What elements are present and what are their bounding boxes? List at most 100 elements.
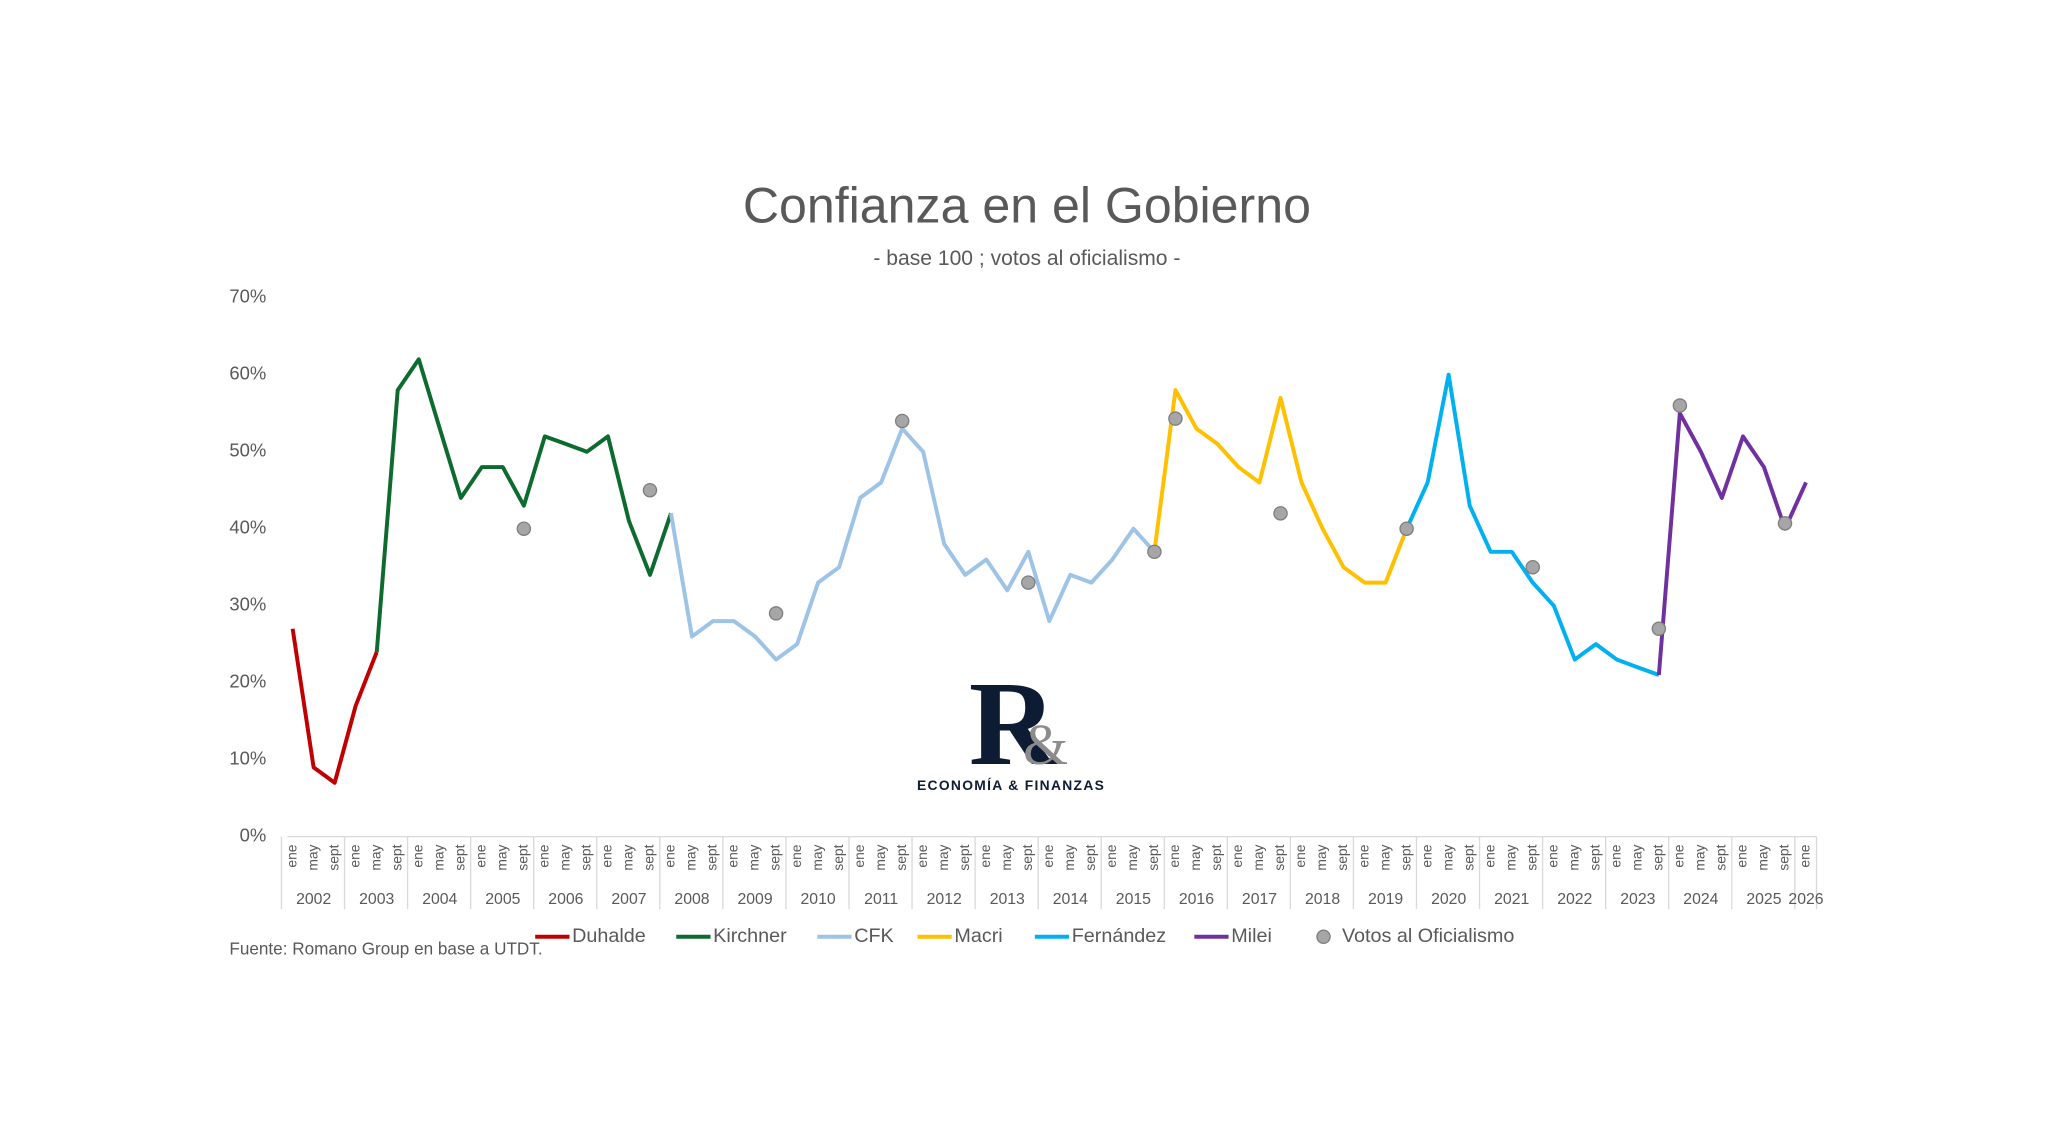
x-tick-label: sept xyxy=(388,844,404,870)
x-tick-label: may xyxy=(746,844,762,870)
x-tick-label: may xyxy=(1187,844,1203,870)
y-tick-label: 50% xyxy=(229,440,266,461)
x-tick-label: sept xyxy=(767,844,783,870)
x-tick-label: may xyxy=(872,844,888,870)
x-tick-label: sept xyxy=(1650,844,1666,870)
x-tick-label: may xyxy=(1061,844,1077,870)
year-label: 2015 xyxy=(1116,891,1151,908)
x-tick-label: ene xyxy=(977,844,993,867)
x-tick-label: sept xyxy=(893,844,909,870)
x-tick-label: sept xyxy=(325,844,341,870)
year-label: 2020 xyxy=(1431,891,1466,908)
x-tick-label: may xyxy=(809,844,825,870)
x-tick-label: ene xyxy=(1481,844,1497,867)
x-tick-label: sept xyxy=(451,844,467,870)
year-label: 2024 xyxy=(1683,891,1718,908)
year-label: 2026 xyxy=(1788,891,1823,908)
year-label: 2021 xyxy=(1494,891,1529,908)
x-tick-label: may xyxy=(1565,844,1581,870)
x-tick-label: ene xyxy=(1797,844,1813,867)
x-tick-label: ene xyxy=(914,844,930,867)
x-tick-label: may xyxy=(935,844,951,870)
year-label: 2013 xyxy=(990,891,1025,908)
y-tick-label: 60% xyxy=(229,363,266,384)
series-line xyxy=(1152,388,1409,585)
vote-marker xyxy=(1399,521,1414,536)
x-tick-label: sept xyxy=(1019,844,1035,870)
vote-marker xyxy=(1273,506,1288,521)
year-label: 2018 xyxy=(1305,891,1340,908)
x-tick-label: may xyxy=(683,844,699,870)
chart-subtitle: - base 100 ; votos al oficialismo - xyxy=(873,247,1180,270)
x-tick-label: ene xyxy=(1544,844,1560,867)
x-tick-label: may xyxy=(304,844,320,870)
x-tick-label: ene xyxy=(1103,844,1119,867)
x-tick-label: sept xyxy=(704,844,720,870)
x-tick-label: may xyxy=(1692,844,1708,870)
x-tick-label: may xyxy=(1439,844,1455,870)
x-tick-label: may xyxy=(1628,844,1644,870)
x-tick-label: ene xyxy=(788,844,804,867)
series-line xyxy=(1656,411,1808,676)
series-line xyxy=(374,357,673,653)
x-tick-label: sept xyxy=(1523,844,1539,870)
series-line xyxy=(669,426,1156,662)
x-tick-label: sept xyxy=(578,844,594,870)
x-tick-label: ene xyxy=(409,844,425,867)
x-tick-label: sept xyxy=(1776,844,1792,870)
legend-marker xyxy=(1316,929,1331,945)
year-label: 2002 xyxy=(296,891,331,908)
legend-label: Kirchner xyxy=(713,925,787,947)
year-label: 2003 xyxy=(359,891,394,908)
x-tick-label: sept xyxy=(1208,844,1224,870)
x-tick-label: sept xyxy=(515,844,531,870)
year-label: 2012 xyxy=(927,891,962,908)
x-tick-label: ene xyxy=(1355,844,1371,867)
x-tick-label: ene xyxy=(1292,844,1308,867)
vote-marker xyxy=(642,482,658,498)
y-tick-label: 0% xyxy=(240,825,267,846)
vote-marker xyxy=(1525,559,1540,575)
year-label: 2019 xyxy=(1368,891,1403,908)
vote-marker xyxy=(1168,411,1183,426)
x-tick-label: ene xyxy=(1166,844,1182,867)
year-label: 2009 xyxy=(737,891,772,908)
x-tick-label: may xyxy=(998,844,1014,870)
series-line xyxy=(1404,372,1660,677)
year-label: 2011 xyxy=(864,891,898,908)
vote-marker xyxy=(1777,516,1793,531)
x-tick-label: ene xyxy=(472,844,488,867)
x-tick-label: ene xyxy=(1418,844,1434,867)
x-tick-label: ene xyxy=(1040,844,1056,867)
vote-marker xyxy=(768,606,784,621)
x-tick-label: sept xyxy=(1082,844,1098,870)
vote-marker xyxy=(894,413,910,429)
x-tick-label: ene xyxy=(1734,844,1750,867)
vote-marker xyxy=(516,521,532,536)
y-tick-label: 10% xyxy=(229,748,266,769)
x-tick-label: may xyxy=(1502,844,1518,870)
x-tick-label: ene xyxy=(1671,844,1687,867)
x-tick-label: ene xyxy=(536,844,552,867)
y-tick-label: 30% xyxy=(229,594,266,615)
year-label: 2005 xyxy=(485,891,520,908)
x-tick-label: sept xyxy=(1713,844,1729,870)
vote-marker xyxy=(1672,398,1688,413)
x-tick-label: sept xyxy=(956,844,972,870)
year-label: 2023 xyxy=(1620,891,1655,908)
x-tick-label: ene xyxy=(851,844,867,867)
x-tick-label: ene xyxy=(346,844,362,867)
x-tick-label: may xyxy=(367,844,383,870)
x-tick-label: sept xyxy=(830,844,846,870)
legend-label: Votos al Oficialismo xyxy=(1342,925,1514,947)
x-tick-label: may xyxy=(1250,844,1266,870)
year-label: 2016 xyxy=(1179,891,1214,908)
x-tick-label: sept xyxy=(641,844,657,870)
year-label: 2007 xyxy=(611,891,646,908)
x-tick-label: sept xyxy=(1271,844,1287,870)
x-tick-label: sept xyxy=(1586,844,1602,870)
year-label: 2022 xyxy=(1557,891,1592,908)
x-tick-label: sept xyxy=(1145,844,1161,870)
source-note: Fuente: Romano Group en base a UTDT. xyxy=(229,938,542,958)
vote-marker xyxy=(1147,544,1162,560)
